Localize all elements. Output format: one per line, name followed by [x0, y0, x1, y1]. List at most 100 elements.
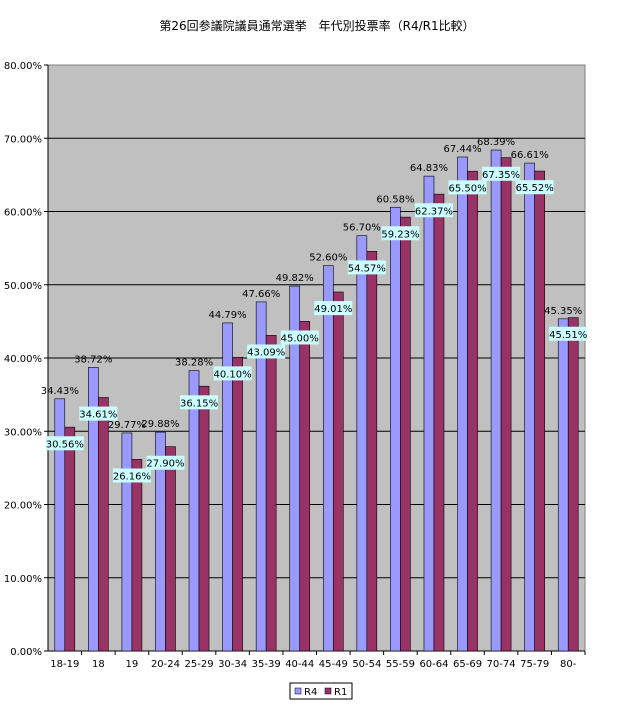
data-label-r1-group: 34.61%	[79, 406, 118, 421]
y-tick-label: 0.00%	[10, 647, 42, 658]
data-label-r4: 56.70%	[343, 223, 381, 234]
data-label-r1-box	[347, 260, 386, 275]
data-label-r1-group: 59.23%	[381, 226, 419, 241]
data-label-r4: 29.88%	[141, 419, 179, 430]
data-label-r1: 49.01%	[314, 304, 352, 315]
x-tick-label: 65-69	[453, 659, 482, 670]
y-tick-label: 60.00%	[4, 208, 42, 219]
data-label-r1-group: 49.01%	[314, 301, 352, 316]
data-label-r1: 59.23%	[381, 229, 419, 240]
legend: R4 R1	[289, 682, 353, 700]
x-tick-label: 20-24	[151, 659, 180, 670]
bar-r1	[467, 170, 478, 652]
x-tick-label: 18	[92, 659, 105, 670]
bar-r4	[457, 156, 468, 652]
bar-r4	[188, 370, 200, 652]
data-label-r4: 52.60%	[309, 253, 347, 264]
bar-r4	[322, 265, 334, 652]
bar-r1	[332, 291, 344, 652]
data-label-r1-box	[213, 366, 252, 381]
data-label-r1: 30.56%	[46, 439, 84, 450]
x-tick-label: 70-74	[487, 659, 516, 670]
x-tick-label: 35-39	[252, 659, 281, 670]
data-label-r4: 60.58%	[376, 194, 414, 205]
bar-r1	[198, 385, 210, 652]
x-tick-label: 80-	[560, 659, 577, 670]
bar-r4	[390, 206, 401, 652]
bar-r1	[433, 193, 445, 652]
y-tick-label: 20.00%	[4, 501, 42, 512]
data-label-r4: 44.79%	[209, 310, 247, 321]
data-label-r1-group: 65.50%	[448, 180, 487, 195]
y-tick-label: 10.00%	[4, 574, 42, 585]
legend-swatch-r4	[294, 687, 302, 695]
data-label-r1-group: 43.09%	[247, 344, 286, 359]
data-label-r1: 36.15%	[180, 398, 218, 409]
data-label-r1-box	[549, 326, 588, 341]
data-label-r1: 40.10%	[214, 369, 252, 380]
data-label-r1: 62.37%	[415, 206, 453, 217]
data-label-r1-group: 54.57%	[347, 260, 386, 275]
y-tick-label: 40.00%	[4, 354, 42, 365]
data-label-r1: 34.61%	[79, 410, 117, 421]
data-label-r4: 38.72%	[74, 354, 112, 365]
x-tick-label: 19	[126, 659, 139, 670]
data-label-r1-group: 26.16%	[112, 468, 151, 483]
bar-r4	[356, 235, 368, 652]
x-tick-label: 75-79	[520, 659, 549, 670]
bar-r4	[423, 175, 435, 652]
x-tick-label: 50-54	[352, 659, 381, 670]
legend-box	[289, 682, 353, 700]
bar-r4	[121, 432, 133, 652]
bar-r4	[524, 162, 535, 652]
data-label-r1: 26.16%	[113, 471, 151, 482]
x-tick-label: 60-64	[419, 659, 448, 670]
x-tick-label: 25-29	[185, 659, 214, 670]
data-label-r1-box	[79, 406, 118, 421]
bar-r1	[400, 216, 411, 652]
data-label-r1-box	[448, 180, 487, 195]
data-label-r1-box	[515, 180, 554, 195]
legend-label-r4: R4	[304, 687, 317, 698]
data-label-r4: 49.82%	[276, 273, 314, 284]
chart-title: 第26回参議院議員通常選挙 年代別投票率（R4/R1比較）	[159, 18, 474, 33]
y-tick-label: 80.00%	[4, 61, 42, 72]
data-label-r1-group: 62.37%	[415, 203, 453, 218]
data-label-r1-box	[280, 330, 319, 345]
x-tick-label: 30-34	[218, 659, 247, 670]
bar-r1	[265, 335, 277, 652]
legend-swatch-r1	[324, 687, 332, 695]
data-label-r4: 45.35%	[544, 306, 582, 317]
data-label-r1: 45.51%	[549, 330, 587, 341]
data-label-r1-group: 30.56%	[45, 436, 84, 451]
x-tick-label: 55-59	[386, 659, 415, 670]
bar-r1	[232, 356, 243, 652]
bar-r1	[64, 426, 76, 652]
data-label-r1-box	[146, 455, 185, 470]
data-label-r1-group: 40.10%	[213, 366, 252, 381]
bar-r4	[490, 149, 502, 652]
x-tick-label: 18-19	[50, 659, 79, 670]
data-label-r1: 45.00%	[281, 333, 319, 344]
data-label-r4: 38.28%	[175, 358, 213, 369]
data-label-r1-group: 45.00%	[280, 330, 319, 345]
data-label-r1-box	[112, 468, 151, 483]
bar-r1	[299, 321, 311, 652]
data-label-r1-group: 27.90%	[146, 455, 185, 470]
bar-r1	[98, 397, 109, 652]
data-label-r4: 67.44%	[443, 144, 481, 155]
data-label-r1-box	[45, 436, 84, 451]
data-label-r1-box	[247, 344, 286, 359]
data-label-r1-group: 65.52%	[515, 180, 554, 195]
data-label-r1-group: 45.51%	[549, 326, 588, 341]
x-tick-label: 40-44	[285, 659, 314, 670]
bar-r4	[557, 318, 569, 652]
y-tick-label: 70.00%	[4, 134, 42, 145]
bar-r1	[534, 170, 545, 652]
data-label-r4: 47.66%	[242, 289, 280, 300]
bar-r1	[500, 157, 512, 652]
bar-r1	[366, 250, 378, 652]
data-label-r1-box	[180, 395, 219, 410]
plot-area: 0.00% 10.00% 20.00% 30.00% 40.00% 50.00% 60.00…	[4, 61, 587, 670]
